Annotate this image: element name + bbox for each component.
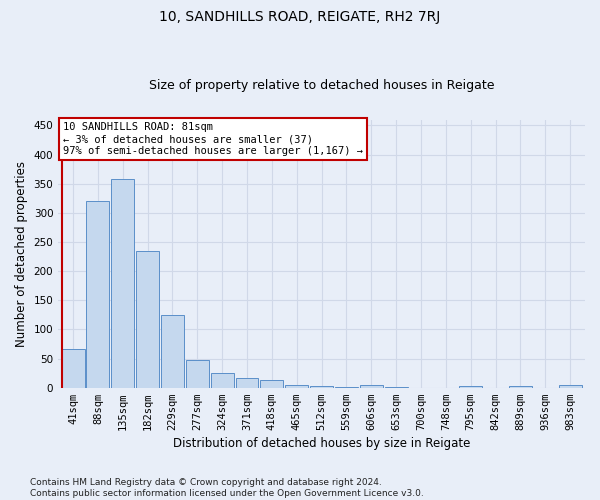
Y-axis label: Number of detached properties: Number of detached properties	[15, 160, 28, 346]
Text: 10 SANDHILLS ROAD: 81sqm
← 3% of detached houses are smaller (37)
97% of semi-de: 10 SANDHILLS ROAD: 81sqm ← 3% of detache…	[63, 122, 363, 156]
Bar	[335, 386, 358, 388]
X-axis label: Distribution of detached houses by size in Reigate: Distribution of detached houses by size …	[173, 437, 470, 450]
Bar	[86, 201, 109, 388]
Bar	[186, 360, 209, 388]
Bar	[459, 386, 482, 388]
Bar	[286, 385, 308, 388]
Bar	[112, 179, 134, 388]
Bar	[62, 348, 85, 388]
Bar	[236, 378, 259, 388]
Title: Size of property relative to detached houses in Reigate: Size of property relative to detached ho…	[149, 79, 494, 92]
Bar	[360, 385, 383, 388]
Bar	[161, 315, 184, 388]
Bar	[260, 380, 283, 388]
Bar	[509, 386, 532, 388]
Bar	[559, 386, 581, 388]
Bar	[385, 387, 407, 388]
Bar	[136, 250, 159, 388]
Text: 10, SANDHILLS ROAD, REIGATE, RH2 7RJ: 10, SANDHILLS ROAD, REIGATE, RH2 7RJ	[160, 10, 440, 24]
Text: Contains HM Land Registry data © Crown copyright and database right 2024.
Contai: Contains HM Land Registry data © Crown c…	[30, 478, 424, 498]
Bar	[310, 386, 333, 388]
Bar	[211, 373, 233, 388]
